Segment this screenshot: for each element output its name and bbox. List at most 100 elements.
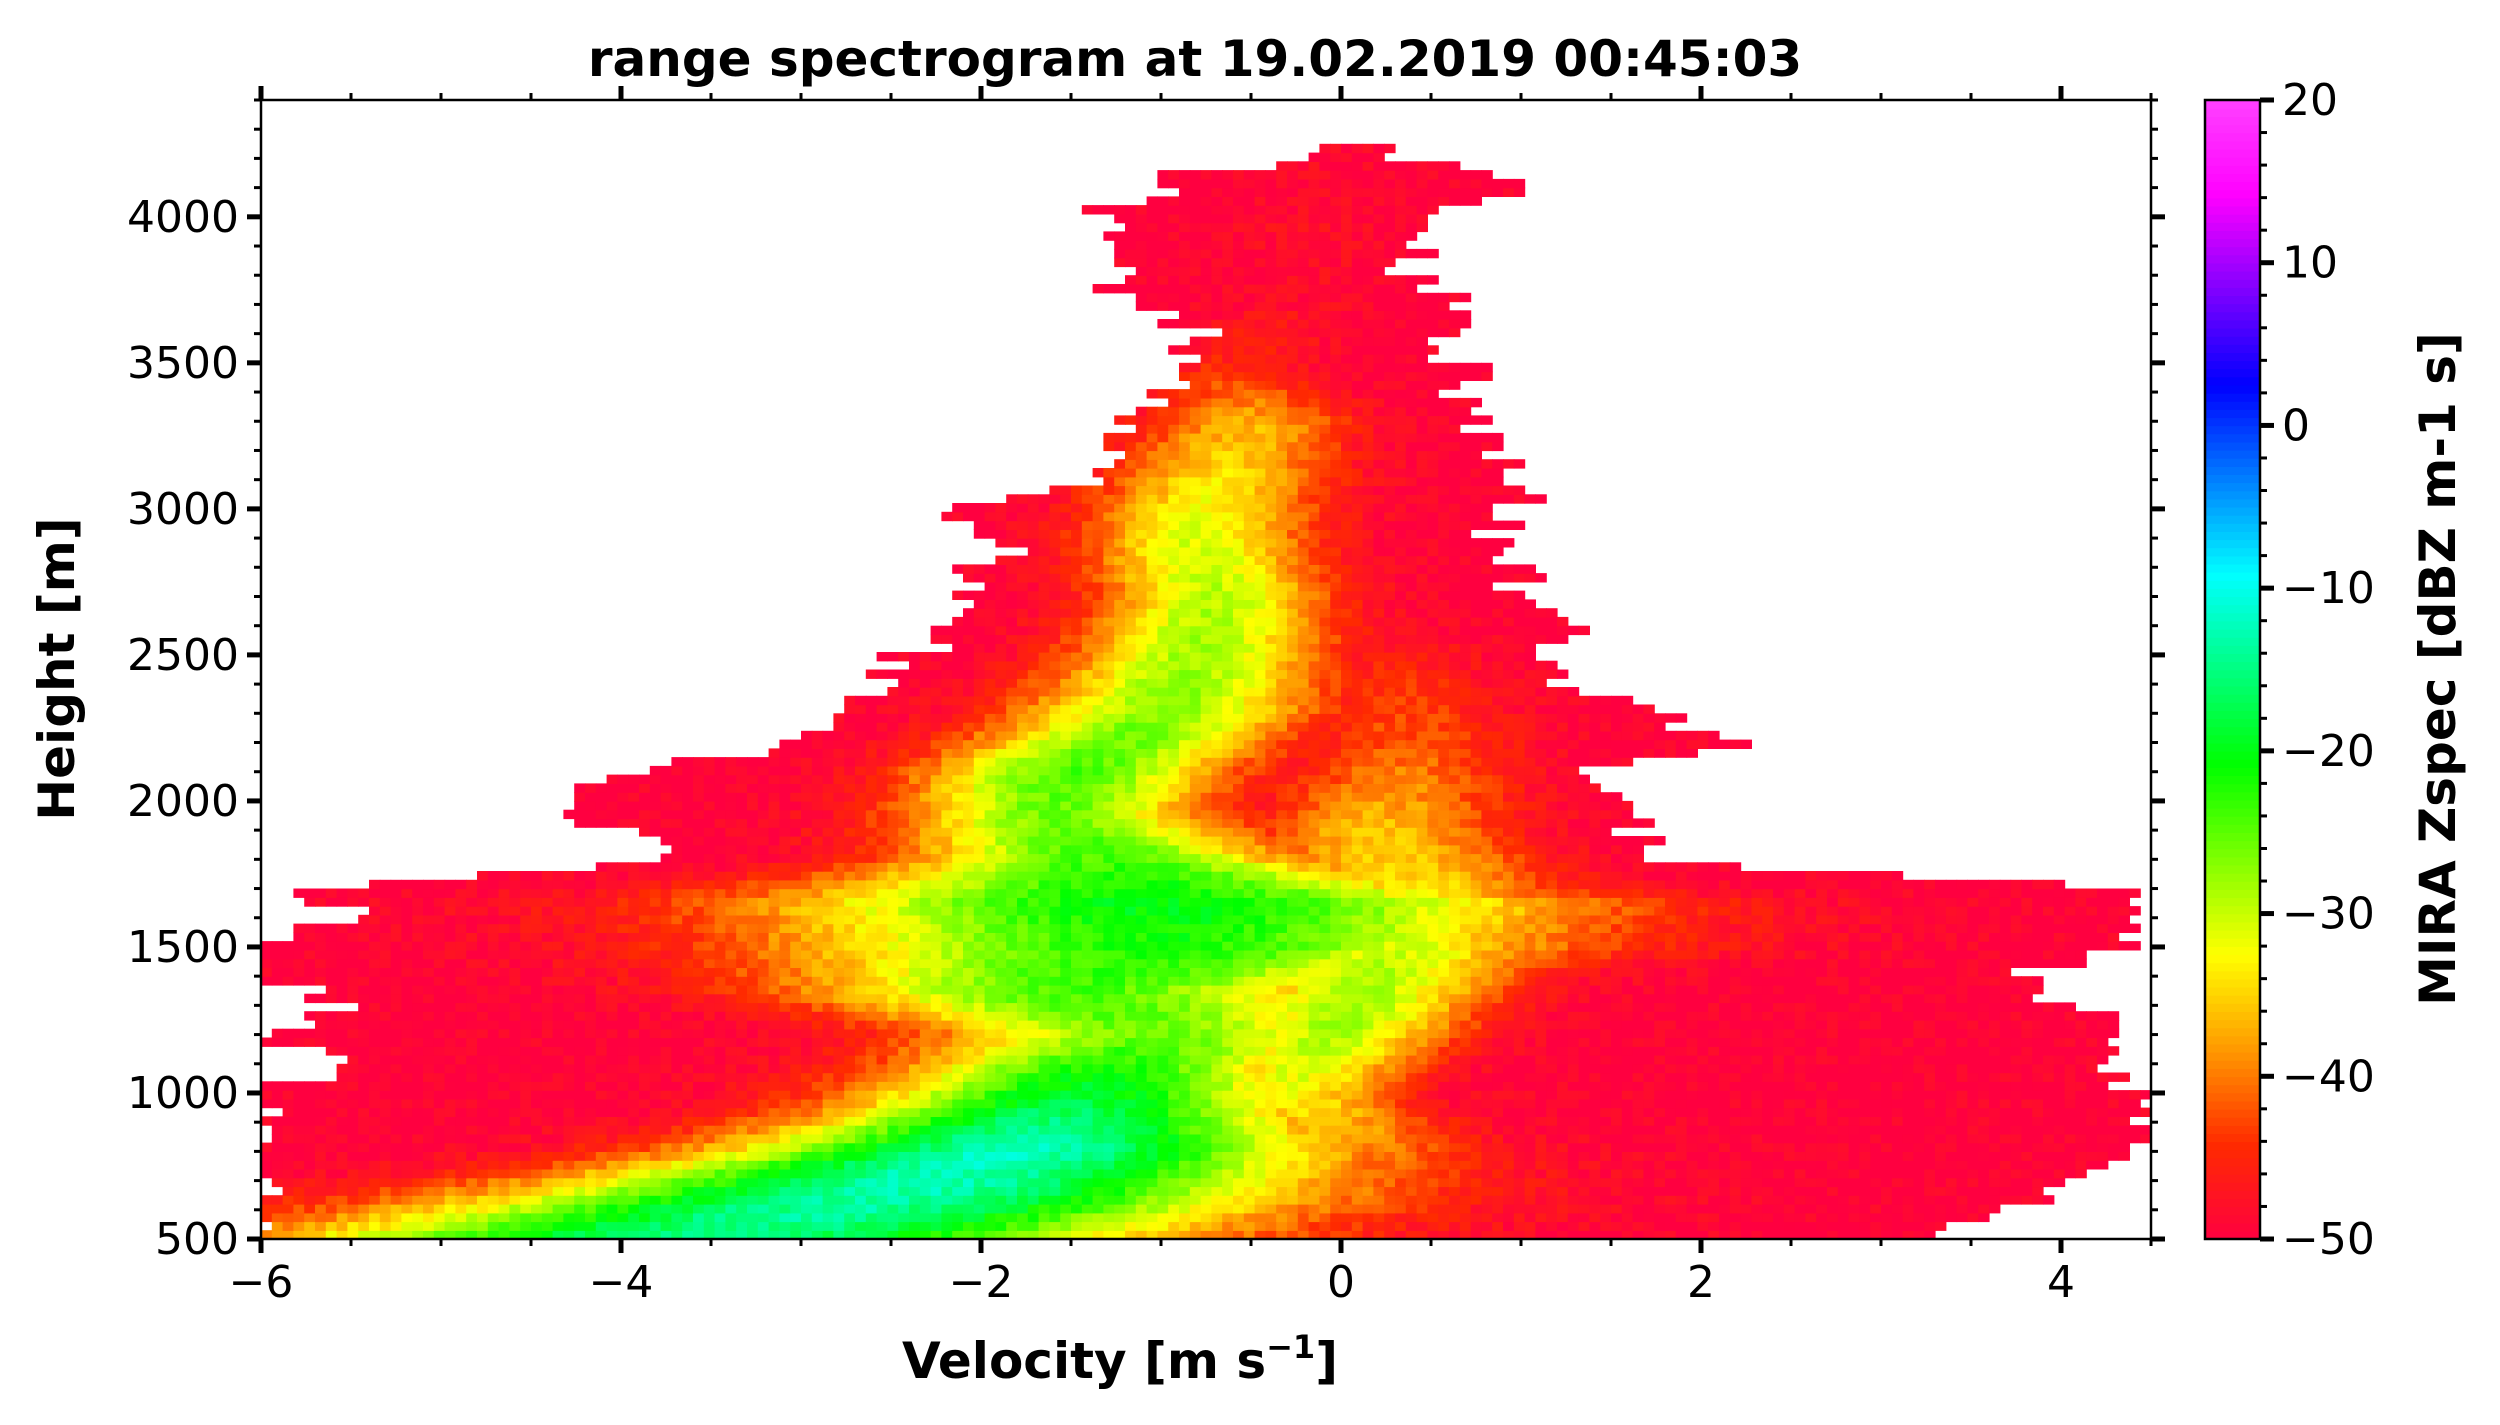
heatmap-cell xyxy=(1157,1142,1169,1152)
heatmap-cell xyxy=(1405,1055,1418,1065)
heatmap-cell xyxy=(995,1107,1007,1117)
heatmap-cell xyxy=(1146,1028,1158,1039)
heatmap-cell xyxy=(1308,1142,1320,1152)
heatmap-cell xyxy=(1449,1212,1461,1223)
heatmap-cell xyxy=(1513,1107,1526,1117)
heatmap-cell xyxy=(919,1028,932,1039)
heatmap-cell xyxy=(736,1142,748,1152)
heatmap-cell xyxy=(585,1081,597,1091)
heatmap-cell xyxy=(509,1055,521,1065)
heatmap-cell xyxy=(1513,976,1526,986)
heatmap-cell xyxy=(876,1116,888,1126)
heatmap-cell xyxy=(1114,1160,1126,1170)
heatmap-cell xyxy=(639,1046,651,1056)
heatmap-cell xyxy=(487,976,500,986)
heatmap-cell xyxy=(1222,1212,1234,1223)
heatmap-cell xyxy=(1600,1195,1612,1205)
heatmap-cell xyxy=(876,1081,888,1091)
heatmap-cell xyxy=(347,1168,359,1179)
heatmap-cell xyxy=(844,1195,856,1205)
heatmap-cell xyxy=(1783,1186,1796,1196)
heatmap-cell xyxy=(2010,1028,2022,1039)
heatmap-cell xyxy=(1827,1168,1839,1179)
heatmap-cell xyxy=(1297,1072,1310,1082)
heatmap-cell xyxy=(1913,1046,1925,1056)
heatmap-cell xyxy=(779,1055,791,1065)
heatmap-cell xyxy=(898,1028,910,1039)
heatmap-cell xyxy=(725,1142,737,1152)
heatmap-cell xyxy=(876,1204,888,1214)
heatmap-cell xyxy=(1319,1168,1331,1179)
heatmap-cell xyxy=(1449,1020,1461,1030)
heatmap-cell xyxy=(1027,1011,1040,1021)
heatmap-cell xyxy=(520,1098,532,1109)
heatmap-cell xyxy=(1125,1081,1137,1091)
heatmap-cell xyxy=(509,1186,521,1196)
heatmap-cell xyxy=(2043,1116,2055,1126)
heatmap-cell xyxy=(725,976,737,986)
heatmap-cell xyxy=(1189,1020,1202,1030)
heatmap-cell xyxy=(390,1011,402,1021)
heatmap-cell xyxy=(714,1002,726,1012)
heatmap-cell xyxy=(369,1055,381,1065)
heatmap-cell xyxy=(1794,1081,1806,1091)
heatmap-cell xyxy=(1805,1046,1817,1056)
heatmap-cell xyxy=(1049,1195,1061,1205)
heatmap-cell xyxy=(1071,1212,1083,1223)
heatmap-cell xyxy=(1416,993,1428,1004)
heatmap-cell xyxy=(379,1020,392,1030)
heatmap-cell xyxy=(714,1177,726,1188)
heatmap-cell xyxy=(649,1107,662,1117)
heatmap-cell xyxy=(1092,1037,1104,1047)
heatmap-cell xyxy=(1405,984,1418,995)
heatmap-cell xyxy=(1362,1160,1374,1170)
heatmap-cell xyxy=(1038,1002,1050,1012)
heatmap-cell xyxy=(1783,1212,1796,1223)
heatmap-cell xyxy=(1773,1204,1785,1214)
heatmap-cell xyxy=(1654,1212,1666,1223)
heatmap-cell xyxy=(1308,1011,1320,1021)
heatmap-cell xyxy=(1719,1081,1731,1091)
heatmap-cell xyxy=(855,1081,867,1091)
heatmap-cell xyxy=(1135,1204,1148,1214)
heatmap-cell xyxy=(1611,1037,1623,1047)
heatmap-cell xyxy=(855,1177,867,1188)
heatmap-cell xyxy=(725,1186,737,1196)
heatmap-cell xyxy=(520,1011,532,1021)
heatmap-cell xyxy=(779,1125,791,1135)
heatmap-cell xyxy=(1470,976,1482,986)
heatmap-cell xyxy=(2032,984,2044,995)
heatmap-cell xyxy=(1827,1133,1839,1144)
heatmap-cell xyxy=(1373,1195,1385,1205)
heatmap-cell xyxy=(801,1195,813,1205)
heatmap-cell xyxy=(1719,1072,1731,1082)
heatmap-cell xyxy=(1773,1168,1785,1179)
heatmap-cell xyxy=(1492,1037,1504,1047)
heatmap-cell xyxy=(1189,1125,1202,1135)
heatmap-cell xyxy=(1675,1168,1688,1179)
heatmap-cell xyxy=(304,1125,316,1135)
heatmap-cell xyxy=(703,1221,716,1231)
heatmap-cell xyxy=(757,1063,770,1074)
heatmap-cell xyxy=(271,1090,284,1100)
heatmap-cell xyxy=(1708,1177,1720,1188)
heatmap-cell xyxy=(1027,1186,1040,1196)
heatmap-cell xyxy=(498,1195,510,1205)
heatmap-cell xyxy=(1287,1151,1299,1161)
heatmap-cell xyxy=(973,1151,986,1161)
heatmap-cell xyxy=(574,1098,586,1109)
heatmap-cell xyxy=(822,1055,834,1065)
heatmap-cell xyxy=(693,976,705,986)
heatmap-cell xyxy=(1416,1107,1428,1117)
heatmap-cell xyxy=(1071,1090,1083,1100)
heatmap-cell xyxy=(1665,976,1677,986)
heatmap-cell xyxy=(930,1081,942,1091)
heatmap-cell xyxy=(595,1090,608,1100)
heatmap-cell xyxy=(1881,1063,1893,1074)
heatmap-cell xyxy=(1503,1168,1515,1179)
heatmap-cell xyxy=(1038,984,1050,995)
heatmap-cell xyxy=(1211,1186,1223,1196)
heatmap-cell xyxy=(574,1125,586,1135)
heatmap-cell xyxy=(1373,984,1385,995)
heatmap-cell xyxy=(271,1221,284,1231)
